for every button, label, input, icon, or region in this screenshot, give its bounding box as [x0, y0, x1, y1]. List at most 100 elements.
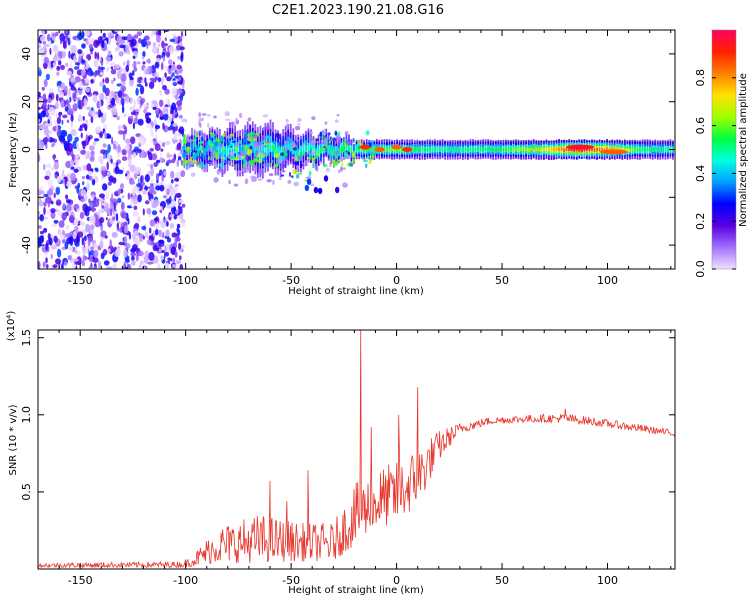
noise-blob — [45, 242, 48, 252]
noise-blob — [143, 191, 147, 195]
noise-blob — [166, 154, 173, 158]
noise-blob — [164, 141, 171, 145]
band-slice — [580, 148, 583, 152]
noise-blob — [84, 235, 87, 242]
noise-blob — [144, 231, 148, 238]
noise-blob — [82, 181, 85, 186]
band-slice — [667, 147, 669, 152]
noise-blob — [115, 166, 118, 172]
noise-blob — [117, 144, 121, 153]
band-slice — [345, 145, 348, 150]
noise-blob — [176, 104, 182, 111]
noise-blob — [130, 97, 133, 105]
halo-blob — [244, 178, 249, 185]
noise-blob — [167, 257, 172, 261]
halo-blob — [308, 131, 314, 135]
noise-blob — [114, 30, 121, 33]
band-slice — [436, 148, 439, 152]
noise-blob — [135, 254, 139, 262]
noise-blob — [58, 60, 62, 66]
spectrogram-x-label: Height of straight line (km) — [288, 286, 424, 297]
noise-blob — [92, 257, 99, 264]
noise-blob — [158, 239, 165, 244]
noise-blob — [107, 171, 111, 177]
band-slice — [525, 147, 527, 152]
band-slice — [327, 145, 330, 151]
band-slice — [234, 145, 236, 154]
noise-blob — [156, 34, 161, 43]
noise-blob — [136, 83, 142, 88]
noise-blob — [80, 198, 85, 203]
halo-blob — [262, 114, 269, 118]
halo-blob — [278, 177, 283, 181]
noise-blob — [85, 223, 91, 233]
band-slice — [206, 144, 209, 152]
band-slice — [439, 148, 441, 152]
noise-blob — [111, 97, 116, 106]
noise-blob — [85, 134, 89, 143]
noise-blob — [55, 31, 59, 36]
noise-blob — [137, 76, 142, 84]
band-blob — [214, 141, 219, 147]
noise-blob — [70, 128, 77, 137]
band-slice — [226, 148, 229, 156]
noise-blob — [158, 109, 161, 114]
halo-blob — [311, 150, 315, 156]
noise-blob — [104, 77, 110, 84]
band-slice — [401, 148, 403, 152]
noise-blob — [116, 70, 122, 79]
halo-blob — [220, 169, 226, 175]
noise-blob — [88, 198, 91, 204]
spectrogram-ticks: -150 -100 -50 0 50 100 -40 -20 0 20 40 — [20, 30, 675, 287]
band-blob — [351, 158, 356, 163]
band-slice — [449, 148, 452, 152]
noise-blob — [120, 201, 125, 211]
noise-blob — [114, 64, 120, 69]
halo-blob — [257, 178, 263, 181]
noise-blob — [166, 204, 171, 209]
noise-blob — [166, 221, 169, 227]
band-blob — [219, 162, 225, 169]
noise-blob — [98, 81, 104, 87]
noise-blob — [172, 257, 176, 263]
halo-blob — [213, 163, 217, 167]
noise-blob — [181, 221, 185, 228]
band-slice — [431, 147, 434, 152]
noise-blob — [90, 70, 94, 76]
band-blob — [277, 134, 282, 140]
band-blob — [329, 145, 334, 151]
noise-blob — [135, 108, 140, 113]
band-slice — [558, 147, 560, 152]
halo-blob — [347, 142, 350, 145]
noise-blob — [67, 142, 73, 152]
halo-blob — [257, 170, 264, 175]
noise-blob — [42, 137, 49, 143]
band-blob — [343, 152, 348, 157]
noise-blob — [160, 62, 164, 71]
noise-blob — [129, 78, 135, 87]
noise-blob — [171, 63, 176, 72]
noise-blob — [135, 166, 142, 175]
halo-blob — [240, 150, 246, 154]
noise-blob — [148, 185, 155, 193]
noise-blob — [55, 101, 59, 110]
band-slice — [591, 147, 593, 151]
noise-blob — [89, 202, 94, 209]
noise-blob — [110, 91, 115, 96]
colorbar-tick-label: 0.0 — [694, 260, 707, 278]
noise-blob — [50, 253, 53, 260]
halo-blob — [334, 119, 339, 123]
noise-blob — [171, 232, 178, 238]
halo-blob — [297, 117, 302, 122]
noise-blob — [99, 92, 105, 102]
noise-blob — [84, 156, 88, 160]
band-blob — [225, 160, 229, 165]
band-slice — [444, 147, 446, 151]
noise-blob — [153, 183, 158, 187]
noise-blob — [122, 213, 127, 219]
band-blob — [234, 163, 238, 168]
halo-blob — [284, 140, 289, 145]
noise-blob — [163, 219, 167, 223]
noise-blob — [107, 248, 111, 253]
